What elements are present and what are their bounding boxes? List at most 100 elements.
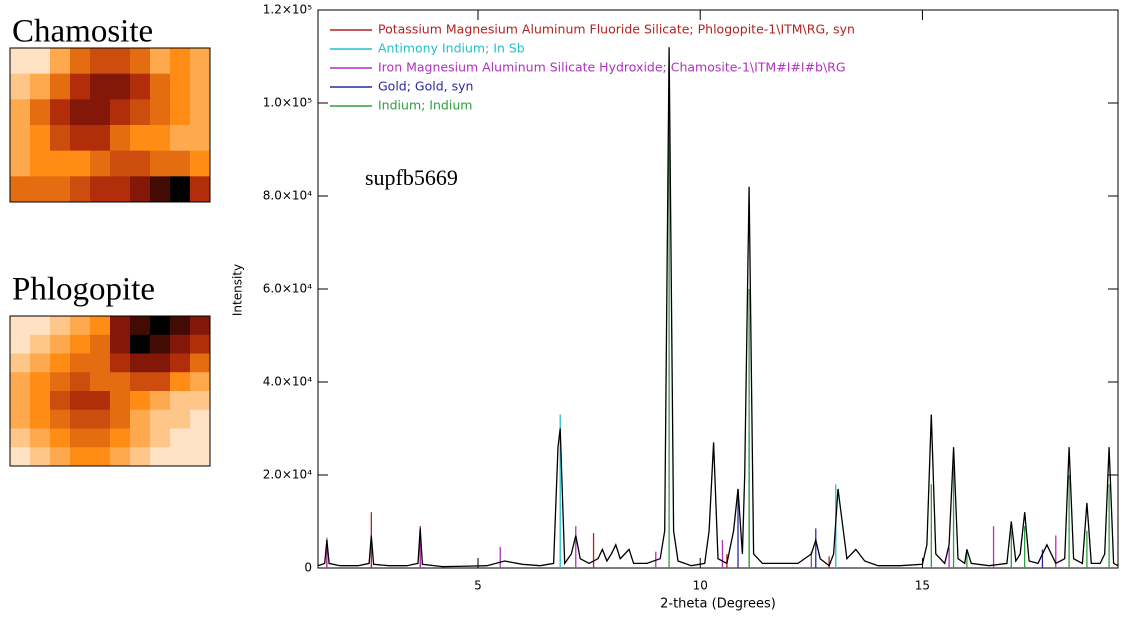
heatmap-cell bbox=[150, 353, 171, 373]
heatmap-cell bbox=[90, 176, 111, 203]
heatmap-cell bbox=[110, 334, 131, 354]
heatmap-cell bbox=[110, 428, 131, 448]
heatmap-cell bbox=[10, 125, 31, 152]
heatmap-cell bbox=[190, 125, 211, 152]
heatmap-cell bbox=[90, 150, 111, 177]
heatmap-cell bbox=[10, 73, 31, 100]
heatmap-cell bbox=[150, 409, 171, 429]
heatmap-cell bbox=[90, 125, 111, 152]
heatmap-cell bbox=[150, 48, 171, 75]
heatmap-cell bbox=[30, 391, 51, 411]
heatmap-cell bbox=[50, 372, 71, 392]
heatmap-cell bbox=[130, 372, 151, 392]
heatmap-cell bbox=[150, 316, 171, 336]
x-tick-label: 10 bbox=[693, 579, 708, 593]
heatmap-cell bbox=[90, 391, 111, 411]
heatmap-cell bbox=[10, 48, 31, 75]
heatmap-cell bbox=[170, 334, 191, 354]
heatmap-cell bbox=[170, 316, 191, 336]
heatmap-cell bbox=[10, 447, 31, 467]
heatmap-cell bbox=[130, 353, 151, 373]
heatmap-cell bbox=[150, 447, 171, 467]
heatmap-cell bbox=[50, 409, 71, 429]
heatmap-cell bbox=[190, 428, 211, 448]
heatmap-cell bbox=[30, 150, 51, 177]
heatmap-cell bbox=[170, 372, 191, 392]
heatmap-cell bbox=[70, 334, 91, 354]
heatmap-cell bbox=[50, 316, 71, 336]
heatmap-cell bbox=[130, 176, 151, 203]
heatmap-cell bbox=[190, 391, 211, 411]
heatmap-cell bbox=[190, 150, 211, 177]
heatmap-cell bbox=[170, 409, 191, 429]
heatmap-cell bbox=[110, 73, 131, 100]
heatmap-cell bbox=[30, 99, 51, 126]
heatmap-cell bbox=[50, 73, 71, 100]
heatmap-cell bbox=[30, 48, 51, 75]
heatmap-cell bbox=[130, 125, 151, 152]
heatmap-cell bbox=[90, 334, 111, 354]
heatmap-cell bbox=[190, 99, 211, 126]
heatmap-cell bbox=[190, 73, 211, 100]
heatmap-cell bbox=[170, 353, 191, 373]
heatmap-title: Chamosite bbox=[12, 14, 153, 50]
heatmap-cell bbox=[150, 176, 171, 203]
heatmap-cell bbox=[50, 150, 71, 177]
legend-label: Potassium Magnesium Aluminum Fluoride Si… bbox=[378, 22, 855, 37]
heatmap-cell bbox=[130, 409, 151, 429]
y-axis-label: Intensity bbox=[231, 264, 245, 316]
heatmap-cell bbox=[10, 428, 31, 448]
heatmap-cell bbox=[190, 48, 211, 75]
heatmap-cell bbox=[130, 391, 151, 411]
heatmap-cell bbox=[130, 48, 151, 75]
heatmap-cell bbox=[130, 316, 151, 336]
y-tick-label: 8.0×10⁴ bbox=[263, 189, 312, 203]
heatmap-cell bbox=[90, 316, 111, 336]
heatmap-cell bbox=[90, 372, 111, 392]
heatmap-cell bbox=[30, 73, 51, 100]
y-tick-label: 4.0×10⁴ bbox=[263, 375, 312, 389]
heatmap-cell bbox=[190, 409, 211, 429]
heatmap-cell bbox=[10, 316, 31, 336]
y-tick-label: 2.0×10⁴ bbox=[263, 468, 312, 482]
heatmap-cell bbox=[130, 99, 151, 126]
heatmap-cell bbox=[130, 428, 151, 448]
heatmap-cell bbox=[70, 316, 91, 336]
heatmap-cell bbox=[10, 176, 31, 203]
heatmap-cell bbox=[30, 372, 51, 392]
heatmap-cell bbox=[110, 353, 131, 373]
heatmap-cell bbox=[190, 353, 211, 373]
heatmap-cell bbox=[10, 353, 31, 373]
heatmap-cell bbox=[170, 73, 191, 100]
heatmap-cell bbox=[10, 391, 31, 411]
heatmap-cell bbox=[10, 150, 31, 177]
annotation: supfb5669 bbox=[365, 165, 458, 190]
heatmap-cell bbox=[170, 176, 191, 203]
heatmap-cell bbox=[50, 334, 71, 354]
heatmap-cell bbox=[110, 176, 131, 203]
heatmap-cell bbox=[90, 99, 111, 126]
heatmap-cell bbox=[70, 353, 91, 373]
heatmap-cell bbox=[150, 150, 171, 177]
heatmap-cell bbox=[90, 409, 111, 429]
heatmap-cell bbox=[90, 353, 111, 373]
heatmap-cell bbox=[190, 372, 211, 392]
heatmap-cell bbox=[70, 428, 91, 448]
heatmap-cell bbox=[170, 428, 191, 448]
heatmap-cell bbox=[70, 73, 91, 100]
heatmap-cell bbox=[110, 316, 131, 336]
heatmap-cell bbox=[130, 150, 151, 177]
heatmap-cell bbox=[110, 99, 131, 126]
heatmap-cell bbox=[30, 428, 51, 448]
heatmap-cell bbox=[10, 99, 31, 126]
heatmap-cell bbox=[170, 125, 191, 152]
legend-label: Indium; Indium bbox=[378, 98, 472, 113]
heatmap-cell bbox=[30, 334, 51, 354]
heatmap-cell bbox=[70, 99, 91, 126]
legend-label: Antimony Indium; In Sb bbox=[378, 41, 525, 56]
legend-label: Gold; Gold, syn bbox=[378, 79, 473, 94]
legend-label: Iron Magnesium Aluminum Silicate Hydroxi… bbox=[378, 60, 846, 75]
heatmap-cell bbox=[110, 372, 131, 392]
heatmap-cell bbox=[70, 176, 91, 203]
